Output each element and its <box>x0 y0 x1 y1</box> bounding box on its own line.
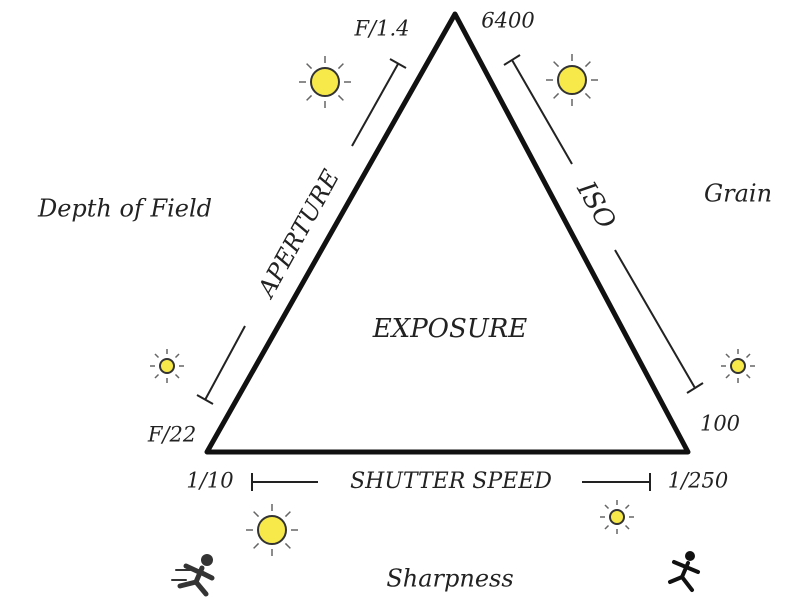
sun <box>600 500 634 534</box>
sun <box>721 349 755 383</box>
shutter-fast: 1/250 <box>668 469 729 493</box>
sun-ray <box>726 354 730 358</box>
sun-ray <box>155 354 159 358</box>
sun-ray <box>605 505 609 509</box>
iso-label: ISO <box>570 176 621 235</box>
sun-ray <box>175 374 179 378</box>
center-label: EXPOSURE <box>372 314 528 344</box>
sun-ray <box>254 543 259 548</box>
sun-ray <box>307 95 312 100</box>
sun-ray <box>285 512 290 517</box>
sun-disc <box>311 68 339 96</box>
sun-ray <box>625 525 629 529</box>
triangle <box>207 14 688 452</box>
aperture-narrow: F/22 <box>147 423 196 447</box>
sun-ray <box>585 93 590 98</box>
sun-ray <box>746 374 750 378</box>
shutter-effect: Sharpness <box>386 565 513 593</box>
sun-ray <box>155 374 159 378</box>
sun-ray <box>746 354 750 358</box>
sun-ray <box>625 505 629 509</box>
shutter-label: SHUTTER SPEED <box>350 469 552 494</box>
sun <box>150 349 184 383</box>
sun-ray <box>338 95 343 100</box>
sun-ray <box>554 62 559 67</box>
shutter-slow: 1/10 <box>186 469 233 493</box>
sun-ray <box>605 525 609 529</box>
sun <box>299 56 351 108</box>
sun <box>546 54 598 106</box>
sun-ray <box>585 62 590 67</box>
iso-high: 6400 <box>481 9 534 33</box>
sun-ray <box>254 512 259 517</box>
sun-disc <box>558 66 586 94</box>
sun-disc <box>258 516 286 544</box>
sun-ray <box>338 64 343 69</box>
aperture-wide: F/1.4 <box>353 17 409 41</box>
sun <box>246 504 298 556</box>
iso-effect: Grain <box>704 180 772 208</box>
iso-low: 100 <box>700 412 740 436</box>
sun-ray <box>175 354 179 358</box>
sun-ray <box>554 93 559 98</box>
sun-disc <box>160 359 174 373</box>
runner-sharp <box>670 551 698 590</box>
aperture-effect: Depth of Field <box>37 195 212 223</box>
sun-ray <box>307 64 312 69</box>
sun-ray <box>726 374 730 378</box>
exposure-diagram: EXPOSURE APERTURE ISO SHUTTER SPEED F/1.… <box>0 0 792 604</box>
runner-blurred <box>172 554 213 594</box>
sun-ray <box>285 543 290 548</box>
sun-disc <box>610 510 624 524</box>
sun-disc <box>731 359 745 373</box>
